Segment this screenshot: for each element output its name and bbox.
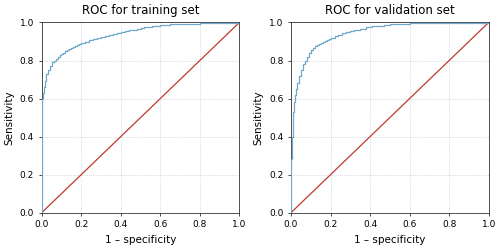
X-axis label: 1 – specificity: 1 – specificity: [105, 235, 176, 245]
Title: ROC for training set: ROC for training set: [82, 4, 200, 17]
X-axis label: 1 – specificity: 1 – specificity: [354, 235, 426, 245]
Title: ROC for validation set: ROC for validation set: [325, 4, 454, 17]
Y-axis label: Sensitivity: Sensitivity: [254, 90, 264, 145]
Y-axis label: Sensitivity: Sensitivity: [4, 90, 14, 145]
